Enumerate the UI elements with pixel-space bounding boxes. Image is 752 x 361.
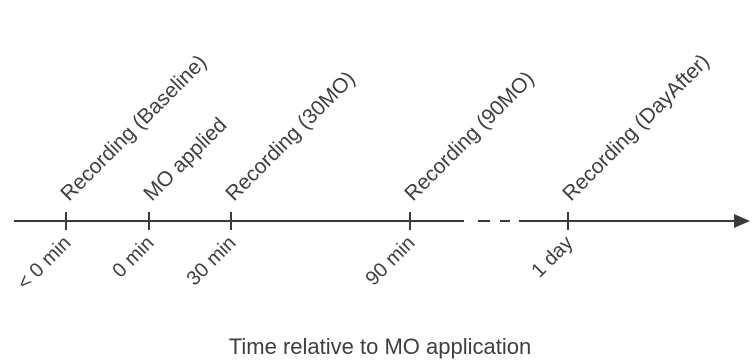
time-label-baseline: < 0 min: [13, 232, 75, 294]
timeline-arrow-head-icon: [734, 214, 750, 228]
time-label-90mo: 90 min: [362, 232, 420, 290]
event-label-30mo: Recording (30MO): [221, 67, 359, 205]
event-label-mo-applied: MO applied: [139, 113, 231, 205]
time-label-day-after: 1 day: [527, 232, 577, 282]
event-label-baseline: Recording (Baseline): [56, 51, 211, 206]
time-label-30mo: 30 min: [183, 232, 241, 290]
time-label-mo-applied: 0 min: [108, 232, 158, 282]
axis-title: Time relative to MO application: [229, 334, 531, 359]
event-label-90mo: Recording (90MO): [400, 67, 538, 205]
event-label-day-after: Recording (DayAfter): [558, 50, 714, 206]
